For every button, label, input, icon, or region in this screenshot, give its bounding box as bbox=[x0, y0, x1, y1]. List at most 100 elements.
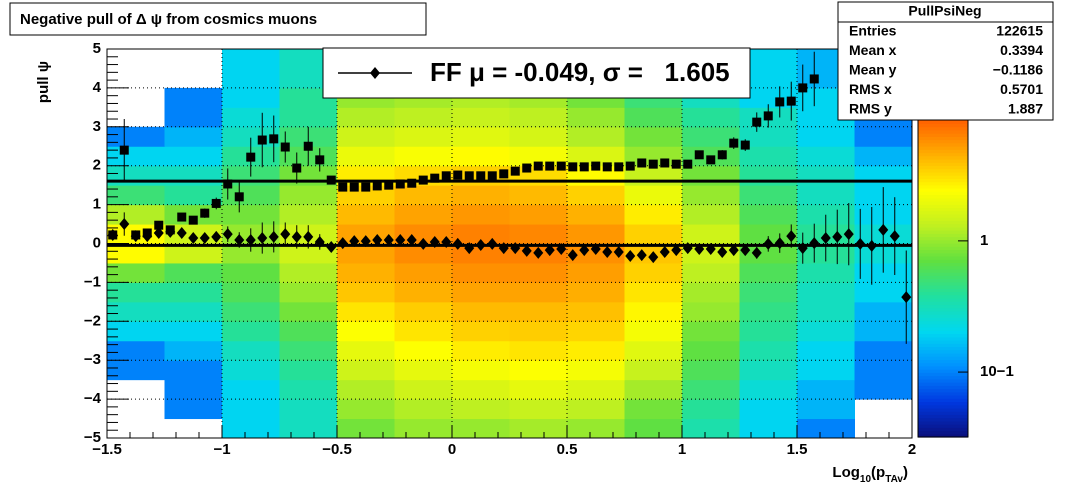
square-marker bbox=[384, 180, 394, 190]
heat-cell bbox=[739, 301, 798, 322]
heat-cell bbox=[452, 418, 510, 439]
heat-cell bbox=[624, 321, 683, 342]
palette-strip bbox=[918, 188, 968, 192]
palette-strip bbox=[918, 391, 968, 396]
heat-cell bbox=[222, 360, 280, 381]
heat-cell bbox=[797, 146, 855, 167]
diamond-marker bbox=[349, 235, 360, 248]
heat-cell bbox=[509, 204, 568, 225]
heat-cell bbox=[452, 301, 510, 322]
heat-cell bbox=[107, 360, 165, 381]
heat-cell bbox=[567, 379, 625, 400]
diamond-marker bbox=[487, 237, 498, 250]
palette-strip bbox=[918, 388, 968, 393]
palette-strip bbox=[918, 424, 968, 428]
square-marker bbox=[602, 162, 612, 172]
square-marker bbox=[798, 83, 808, 93]
square-marker bbox=[315, 155, 325, 165]
heat-cell bbox=[682, 360, 740, 381]
palette-strip bbox=[918, 297, 968, 302]
square-marker bbox=[763, 111, 773, 121]
x-axis-title-part: ) bbox=[903, 464, 908, 481]
heat-cell bbox=[739, 243, 798, 264]
diamond-marker bbox=[234, 233, 245, 246]
y-tick-label: 4 bbox=[93, 79, 102, 96]
diamond-marker bbox=[165, 225, 176, 238]
heat-cell bbox=[797, 340, 855, 361]
heat-cell bbox=[624, 107, 683, 128]
square-marker bbox=[740, 140, 750, 150]
heat-cell bbox=[337, 282, 395, 303]
palette-strip bbox=[918, 123, 968, 128]
heat-cell bbox=[739, 321, 798, 342]
palette-strip bbox=[918, 362, 968, 367]
heat-cell bbox=[107, 301, 165, 322]
diamond-marker bbox=[866, 239, 877, 252]
heat-cell bbox=[567, 262, 625, 283]
heat-cell bbox=[222, 49, 280, 69]
heat-cell bbox=[394, 418, 453, 439]
heat-cell bbox=[222, 282, 280, 303]
x-tick-label: −0.5 bbox=[322, 441, 352, 458]
palette-strip bbox=[918, 398, 968, 403]
heat-cell bbox=[394, 399, 453, 420]
heat-cell bbox=[509, 107, 568, 128]
heat-cell bbox=[739, 185, 798, 206]
heat-cell bbox=[164, 379, 223, 400]
heat-cell bbox=[337, 321, 395, 342]
heat-cell bbox=[337, 399, 395, 420]
square-marker bbox=[223, 179, 233, 189]
heat-cell bbox=[164, 243, 223, 264]
heat-cell bbox=[682, 185, 740, 206]
square-marker bbox=[522, 163, 532, 173]
palette-strip bbox=[918, 152, 968, 157]
heat-cell bbox=[394, 340, 453, 361]
square-marker bbox=[188, 215, 198, 225]
palette-strip bbox=[918, 281, 968, 286]
heat-cell bbox=[337, 243, 395, 264]
diamond-marker bbox=[556, 242, 567, 255]
square-marker bbox=[257, 135, 267, 145]
heat-cell bbox=[624, 379, 683, 400]
palette-strip bbox=[918, 162, 968, 166]
palette-strip bbox=[918, 343, 968, 348]
diamond-marker bbox=[211, 230, 222, 243]
palette-strip bbox=[918, 249, 968, 254]
y-tick-label: −4 bbox=[84, 390, 102, 407]
heat-cell bbox=[624, 185, 683, 206]
square-marker bbox=[280, 142, 290, 152]
stats-title: PullPsiNeg bbox=[908, 3, 981, 19]
heat-cell bbox=[222, 107, 280, 128]
heat-cell bbox=[394, 262, 453, 283]
heat-cell bbox=[797, 185, 855, 206]
square-marker bbox=[453, 170, 463, 180]
diamond-marker bbox=[705, 242, 716, 255]
diamond-marker bbox=[153, 226, 164, 239]
palette-strip bbox=[918, 285, 968, 289]
heat-cell bbox=[567, 360, 625, 381]
diamond-marker bbox=[567, 249, 578, 262]
square-marker bbox=[683, 159, 693, 169]
heat-cell bbox=[682, 321, 740, 342]
palette-strip bbox=[918, 171, 968, 176]
heat-cell bbox=[509, 185, 568, 206]
heat-cell bbox=[394, 185, 453, 206]
palette-strip bbox=[918, 310, 968, 315]
diamond-marker bbox=[717, 246, 728, 259]
heat-cell bbox=[509, 262, 568, 283]
palette-strip bbox=[918, 142, 968, 147]
heat-cell bbox=[854, 126, 913, 147]
diamond-marker bbox=[533, 246, 544, 259]
heat-cell bbox=[279, 185, 338, 206]
y-tick-label: −3 bbox=[84, 351, 101, 368]
heat-cell bbox=[682, 107, 740, 128]
square-marker bbox=[660, 158, 670, 168]
heat-cell bbox=[739, 146, 798, 167]
heat-cell bbox=[567, 282, 625, 303]
palette-strip bbox=[918, 430, 968, 435]
heat-cell bbox=[509, 224, 568, 244]
heat-cell bbox=[337, 126, 395, 147]
heat-cell bbox=[452, 262, 510, 283]
heat-cell bbox=[797, 399, 855, 420]
palette-strip bbox=[918, 411, 968, 415]
